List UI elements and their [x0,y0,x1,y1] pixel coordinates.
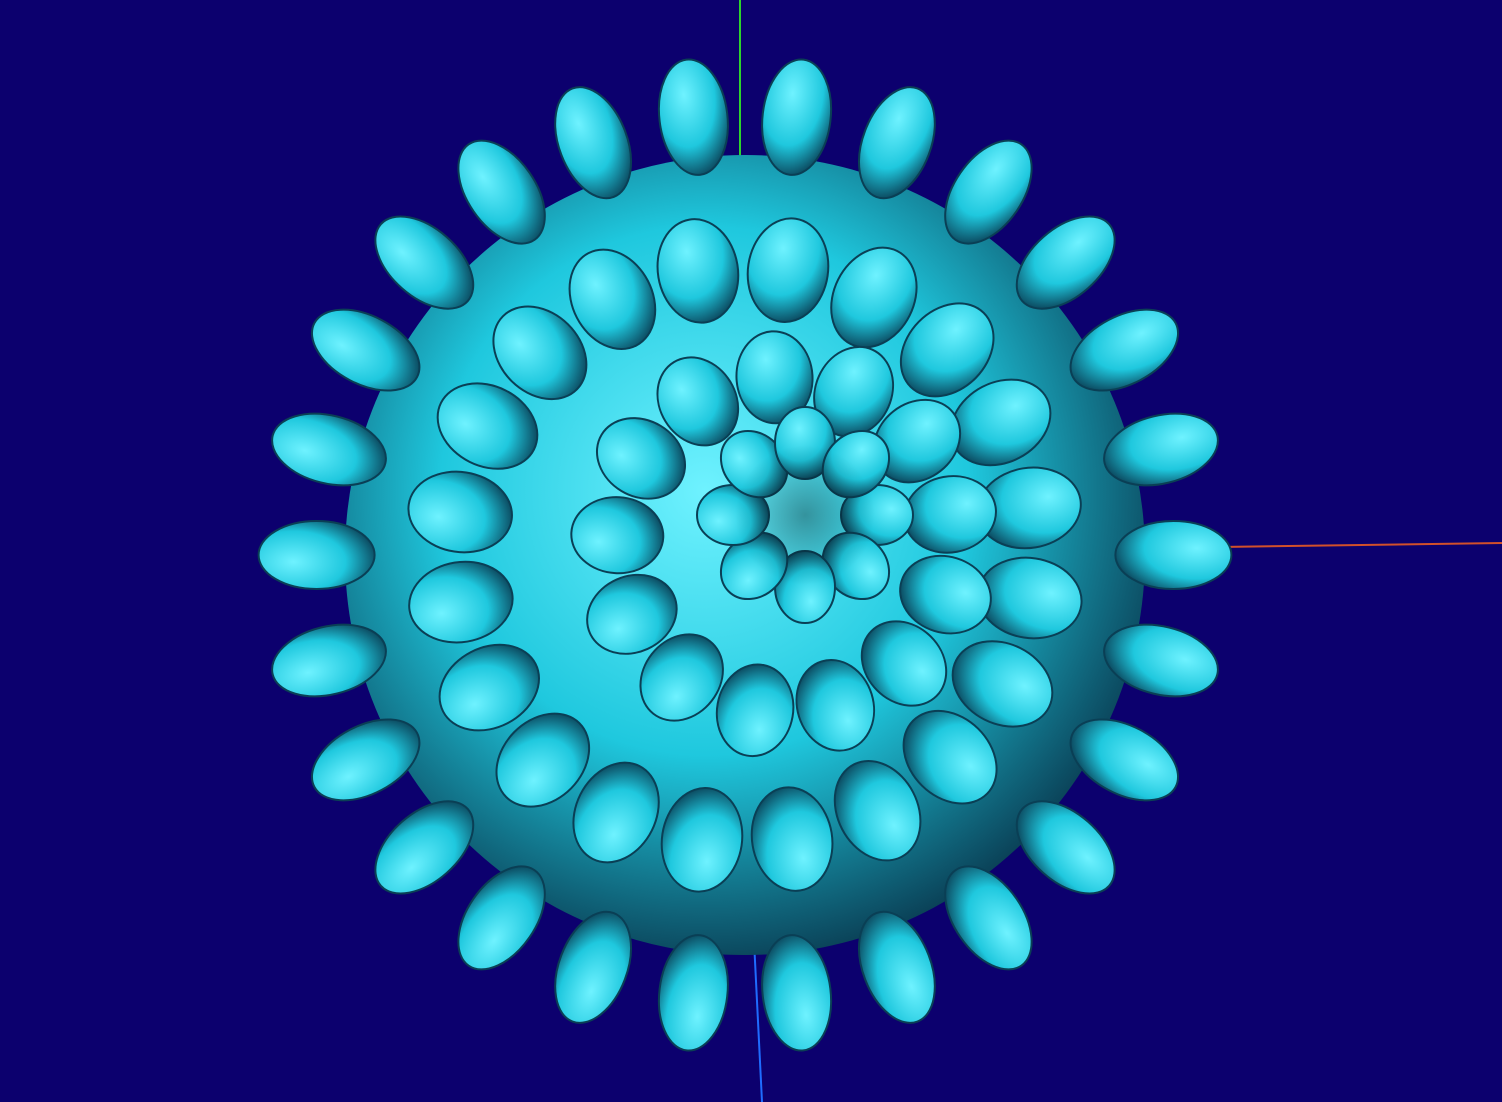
core-shadow [735,445,875,585]
mid-bump [660,787,744,893]
mid-bump [408,560,514,644]
mid-bump [833,759,922,862]
mid-bump [746,217,830,323]
outer-spike [944,139,1033,245]
outer-spike [271,412,387,487]
inner-bump [795,658,876,752]
outer-spike [1103,412,1219,487]
outer-spike [257,520,376,590]
outer-spike [761,934,833,1052]
mid-bump [656,218,740,324]
mid-bump [899,302,995,398]
inner-bump [595,417,687,500]
outer-spike [374,800,475,895]
outer-spike [657,934,729,1052]
mid-bump [951,640,1054,728]
outer-spike [657,58,729,176]
outer-spike [944,865,1033,971]
spiky-sphere-model[interactable] [257,56,1233,1055]
outer-spike [1015,215,1116,310]
outer-spike [271,623,387,698]
outer-spike [858,86,936,200]
inner-bump [860,620,948,707]
mid-bump [830,246,918,349]
inner-bump [639,633,724,722]
outer-spike [457,865,546,971]
outer-spike [1015,800,1116,895]
mid-bump [750,786,834,892]
outer-spike [1114,520,1233,590]
outer-spike [1069,308,1180,392]
inner-bump [586,573,678,655]
outer-spike [374,215,475,310]
mid-bump [492,305,588,401]
mid-bump [407,470,513,554]
mid-bump [495,712,591,808]
outer-spike [1069,718,1180,802]
outer-spike [554,910,632,1024]
outer-spike [761,58,833,176]
outer-spike [1103,623,1219,698]
outer-spike [310,718,421,802]
mid-bump [436,382,539,470]
outer-spike [554,86,632,200]
inner-bump [899,554,992,635]
outer-spike [310,308,421,392]
mid-bump [568,248,657,351]
outer-spike [858,910,936,1024]
outer-spike [457,139,546,245]
inner-bump [570,496,665,575]
inner-bump [715,663,795,758]
mid-bump [572,761,660,864]
mid-bump [438,643,541,732]
mid-bump [902,709,998,805]
inner-bump [656,356,740,447]
inner-bump [735,330,814,425]
